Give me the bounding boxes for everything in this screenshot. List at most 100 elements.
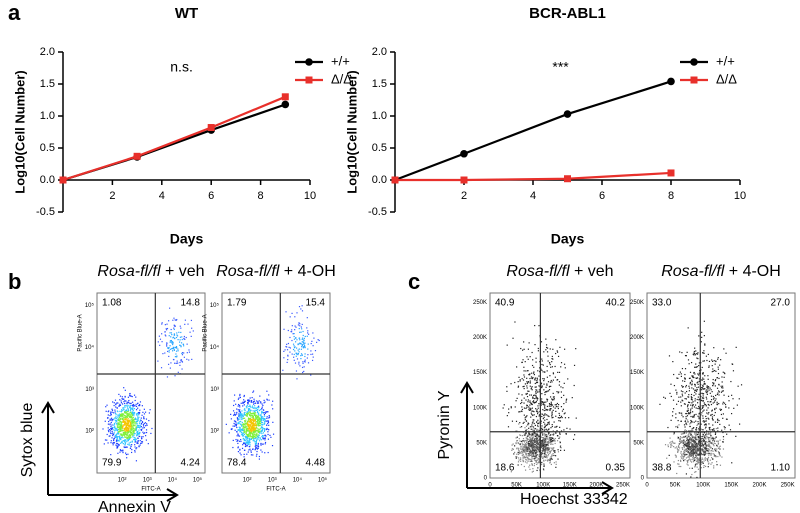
event-dot	[291, 339, 293, 342]
event-dot	[250, 454, 253, 456]
event-dot	[701, 389, 703, 391]
event-dot	[127, 408, 129, 410]
event-dot	[555, 415, 557, 417]
event-dot	[111, 408, 113, 410]
event-dot	[113, 429, 115, 431]
event-dot	[553, 450, 555, 452]
event-dot	[133, 422, 135, 424]
event-dot	[704, 420, 706, 422]
event-dot	[119, 416, 121, 419]
event-dot	[133, 428, 135, 430]
event-dot	[698, 450, 700, 452]
event-dot	[118, 405, 120, 407]
legend-marker	[690, 76, 698, 84]
event-dot	[702, 450, 704, 452]
event-dot	[122, 421, 124, 423]
event-dot	[546, 384, 548, 386]
event-dot	[705, 426, 707, 428]
event-dot	[516, 397, 518, 399]
event-dot	[132, 419, 135, 421]
event-dot	[124, 427, 126, 430]
event-dot	[686, 423, 688, 426]
event-dot	[552, 409, 554, 411]
x-tick-label: 0	[645, 483, 649, 489]
event-dot	[531, 433, 533, 435]
event-dot	[117, 419, 119, 421]
event-dot	[669, 444, 672, 446]
event-dot	[547, 452, 549, 454]
event-dot	[686, 410, 689, 412]
event-dot	[304, 359, 306, 361]
event-dot	[544, 425, 546, 427]
event-dot	[713, 401, 716, 403]
event-dot	[543, 351, 545, 353]
event-dot	[693, 457, 695, 459]
event-dot	[688, 459, 690, 461]
event-dot	[691, 435, 693, 437]
event-dot	[166, 344, 168, 346]
event-dot	[518, 447, 520, 449]
event-dot	[527, 381, 529, 384]
event-dot	[523, 421, 525, 423]
event-dot	[245, 431, 247, 433]
event-dot	[529, 448, 531, 450]
event-dot	[125, 427, 127, 429]
event-dot	[260, 427, 262, 429]
event-dot	[258, 428, 260, 431]
event-dot	[241, 410, 243, 412]
event-dot	[702, 458, 704, 460]
event-dot	[549, 381, 552, 383]
event-dot	[314, 350, 317, 352]
event-dot	[312, 332, 314, 334]
event-dot	[550, 438, 552, 440]
event-dot	[141, 414, 143, 416]
event-dot	[253, 423, 255, 425]
event-dot	[711, 442, 713, 444]
event-dot	[698, 426, 701, 428]
event-dot	[313, 337, 315, 339]
event-dot	[166, 342, 168, 344]
event-dot	[541, 461, 543, 464]
event-dot	[531, 424, 533, 426]
event-dot	[122, 409, 124, 411]
event-dot	[550, 456, 552, 458]
event-dot	[537, 447, 539, 449]
event-dot	[694, 456, 697, 458]
event-dot	[696, 447, 698, 449]
event-dot	[531, 372, 533, 374]
event-dot	[137, 441, 139, 443]
event-dot	[709, 433, 711, 435]
event-dot	[528, 427, 530, 429]
event-dot	[528, 442, 530, 445]
event-dot	[549, 452, 551, 454]
event-dot	[670, 446, 672, 448]
event-dot	[253, 428, 255, 430]
event-dot	[697, 453, 699, 455]
event-dot	[130, 430, 132, 432]
event-dot	[548, 448, 550, 450]
event-dot	[524, 427, 526, 429]
event-dot	[164, 334, 166, 336]
event-dot	[695, 430, 697, 432]
event-dot	[119, 436, 121, 439]
event-dot	[300, 326, 302, 328]
event-dot	[532, 419, 534, 421]
event-dot	[116, 437, 118, 439]
event-dot	[689, 401, 691, 404]
event-dot	[183, 335, 185, 338]
event-dot	[543, 383, 545, 385]
event-dot	[545, 459, 547, 461]
event-dot	[559, 433, 561, 435]
event-dot	[682, 458, 684, 460]
event-dot	[526, 440, 528, 442]
event-dot	[701, 412, 703, 414]
event-dot	[565, 398, 568, 400]
event-dot	[697, 458, 699, 460]
event-dot	[123, 427, 125, 429]
event-dot	[705, 444, 707, 446]
event-dot	[714, 411, 716, 414]
event-dot	[119, 425, 121, 427]
event-dot	[543, 465, 545, 467]
event-dot	[714, 438, 716, 440]
event-dot	[263, 411, 265, 414]
